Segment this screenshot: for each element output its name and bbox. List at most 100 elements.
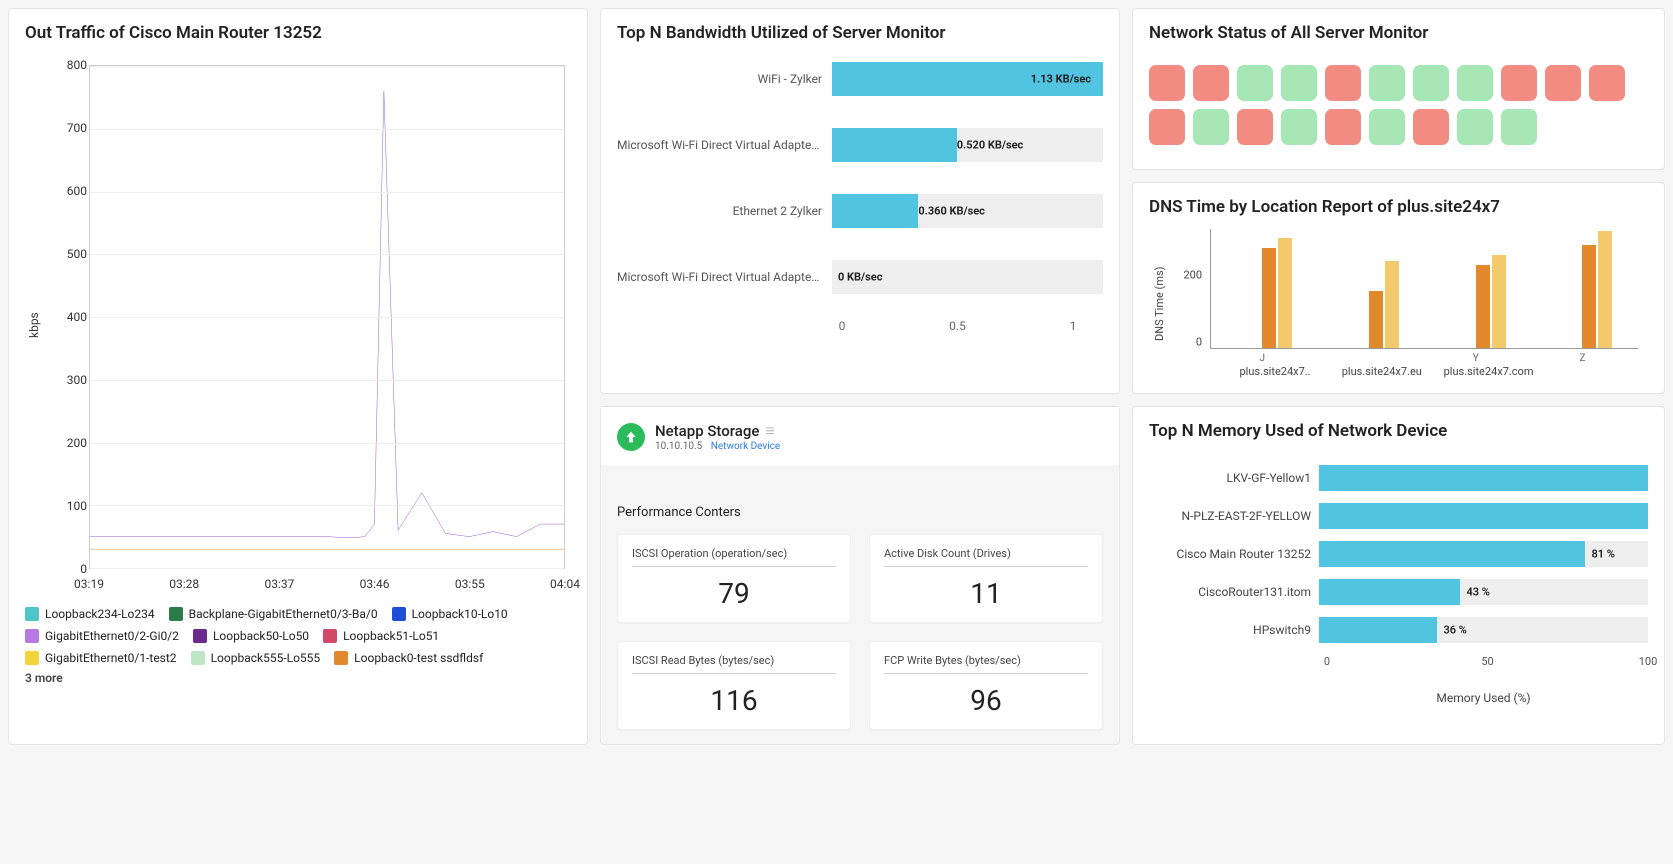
bandwidth-row-label: Microsoft Wi-Fi Direct Virtual Adapter #… [617, 138, 832, 152]
perf-card: ISCSI Read Bytes (bytes/sec) 116 [617, 641, 851, 730]
legend-item[interactable]: GigabitEthernet0/2-Gi0/2 [25, 629, 179, 643]
status-cell[interactable] [1413, 109, 1449, 145]
status-cell[interactable] [1193, 109, 1229, 145]
bandwidth-row-label: Microsoft Wi-Fi Direct Virtual Adapter #… [617, 270, 832, 284]
bandwidth-xtick: 0 [839, 319, 846, 333]
status-cell[interactable] [1149, 109, 1185, 145]
bandwidth-xtick: 1 [1070, 319, 1077, 333]
netapp-devtype-link[interactable]: Network Device [711, 441, 780, 452]
legend-more[interactable]: 3 more [25, 671, 571, 685]
dns-xtick: J [1259, 353, 1265, 364]
status-cell[interactable] [1501, 109, 1537, 145]
perf-card-label: Active Disk Count (Drives) [884, 547, 1088, 567]
status-cell[interactable] [1149, 65, 1185, 101]
memory-title: Top N Memory Used of Network Device [1149, 421, 1648, 441]
bandwidth-row-label: WiFi - Zylker [617, 72, 832, 86]
dns-panel: DNS Time by Location Report of plus.site… [1132, 182, 1665, 394]
status-cell[interactable] [1369, 65, 1405, 101]
bandwidth-track: 0.520 KB/sec [832, 128, 1103, 162]
status-cell[interactable] [1193, 65, 1229, 101]
status-cell[interactable] [1325, 65, 1361, 101]
dns-bar-group [1369, 261, 1399, 348]
traffic-xtick: 03:37 [264, 577, 294, 591]
traffic-plot [89, 65, 565, 569]
perf-card: ISCSI Operation (operation/sec) 79 [617, 534, 851, 623]
bandwidth-track: 1.13 KB/sec [832, 62, 1103, 96]
perf-card-label: FCP Write Bytes (bytes/sec) [884, 654, 1088, 674]
traffic-ytick: 500 [47, 247, 87, 261]
legend-label: Loopback51-Lo51 [343, 629, 439, 643]
legend-item[interactable]: Loopback0-test ssdfldsf [334, 651, 483, 665]
dns-xlabel: plus.site24x7.. [1240, 365, 1311, 378]
status-cell[interactable] [1325, 109, 1361, 145]
dns-ylabel: DNS Time (ms) [1149, 229, 1170, 379]
memory-row: LKV-GF-Yellow1 [1149, 461, 1648, 495]
perf-card-value: 79 [632, 577, 836, 610]
legend-item[interactable]: Backplane-GigabitEthernet0/3-Ba/0 [169, 607, 378, 621]
bandwidth-row: Microsoft Wi-Fi Direct Virtual Adapter #… [617, 121, 1103, 169]
legend-item[interactable]: Loopback10-Lo10 [392, 607, 508, 621]
perf-card-value: 96 [884, 684, 1088, 717]
perf-card-value: 116 [632, 684, 836, 717]
bandwidth-row: WiFi - Zylker1.13 KB/sec [617, 55, 1103, 103]
traffic-ytick: 400 [47, 310, 87, 324]
status-up-icon [617, 423, 645, 451]
traffic-title: Out Traffic of Cisco Main Router 13252 [25, 23, 571, 43]
status-cell[interactable] [1545, 65, 1581, 101]
traffic-ytick: 300 [47, 373, 87, 387]
traffic-xtick: 03:28 [169, 577, 199, 591]
legend-label: Loopback10-Lo10 [412, 607, 508, 621]
memory-row-label: HPswitch9 [1149, 623, 1319, 637]
legend-item[interactable]: Loopback50-Lo50 [193, 629, 309, 643]
legend-label: Loopback555-Lo555 [211, 651, 321, 665]
status-title: Network Status of All Server Monitor [1149, 23, 1648, 43]
bandwidth-title: Top N Bandwidth Utilized of Server Monit… [617, 23, 1103, 43]
status-cell[interactable] [1457, 109, 1493, 145]
legend-item[interactable]: Loopback555-Lo555 [191, 651, 321, 665]
status-cell[interactable] [1501, 65, 1537, 101]
traffic-xtick: 03:55 [455, 577, 485, 591]
dns-xlabel: plus.site24x7.com [1444, 365, 1534, 378]
legend-item[interactable]: Loopback51-Lo51 [323, 629, 439, 643]
status-grid [1149, 55, 1648, 155]
status-cell[interactable] [1281, 65, 1317, 101]
bandwidth-row-label: Ethernet 2 Zylker [617, 204, 832, 218]
netapp-ip: 10.10.10.5 [655, 441, 702, 452]
dns-plot: Jplus.site24x7..plus.site24x7.euYplus.si… [1210, 229, 1638, 349]
memory-xtick: 50 [1481, 655, 1493, 668]
legend-label: Loopback234-Lo234 [45, 607, 155, 621]
perf-card: Active Disk Count (Drives)11 [869, 534, 1103, 623]
status-cell[interactable] [1281, 109, 1317, 145]
status-cell[interactable] [1237, 65, 1273, 101]
dns-bar-group [1262, 238, 1292, 348]
status-cell[interactable] [1589, 65, 1625, 101]
memory-row: CiscoRouter131.itom43 % [1149, 575, 1648, 609]
status-cell[interactable] [1413, 65, 1449, 101]
legend-label: GigabitEthernet0/2-Gi0/2 [45, 629, 179, 643]
memory-xlabel: Memory Used (%) [1319, 691, 1648, 705]
perf-card-label: ISCSI Read Bytes (bytes/sec) [632, 654, 836, 674]
perf-card-label: ISCSI Operation (operation/sec) [632, 547, 836, 567]
memory-row: HPswitch936 % [1149, 613, 1648, 647]
legend-item[interactable]: GigabitEthernet0/1-test2 [25, 651, 177, 665]
legend-item[interactable]: Loopback234-Lo234 [25, 607, 155, 621]
memory-panel: Top N Memory Used of Network Device LKV-… [1132, 406, 1665, 745]
traffic-ytick: 100 [47, 499, 87, 513]
status-cell[interactable] [1237, 109, 1273, 145]
status-cell[interactable] [1457, 65, 1493, 101]
legend-label: GigabitEthernet0/1-test2 [45, 651, 177, 665]
legend-label: Loopback0-test ssdfldsf [354, 651, 483, 665]
memory-row-label: N-PLZ-EAST-2F-YELLOW [1149, 509, 1319, 523]
memory-xtick: 100 [1639, 655, 1658, 668]
memory-row-label: LKV-GF-Yellow1 [1149, 471, 1319, 485]
memory-track [1319, 503, 1648, 529]
memory-track [1319, 465, 1648, 491]
memory-xtick: 0 [1324, 655, 1330, 668]
status-cell[interactable] [1369, 109, 1405, 145]
traffic-ytick: 0 [47, 562, 87, 576]
memory-row-label: Cisco Main Router 13252 [1149, 547, 1319, 561]
traffic-xtick: 03:19 [74, 577, 104, 591]
dns-ytick: 200 [1166, 269, 1202, 282]
bandwidth-track: 0 KB/sec [832, 260, 1103, 294]
menu-icon[interactable]: ≡ [765, 421, 774, 441]
